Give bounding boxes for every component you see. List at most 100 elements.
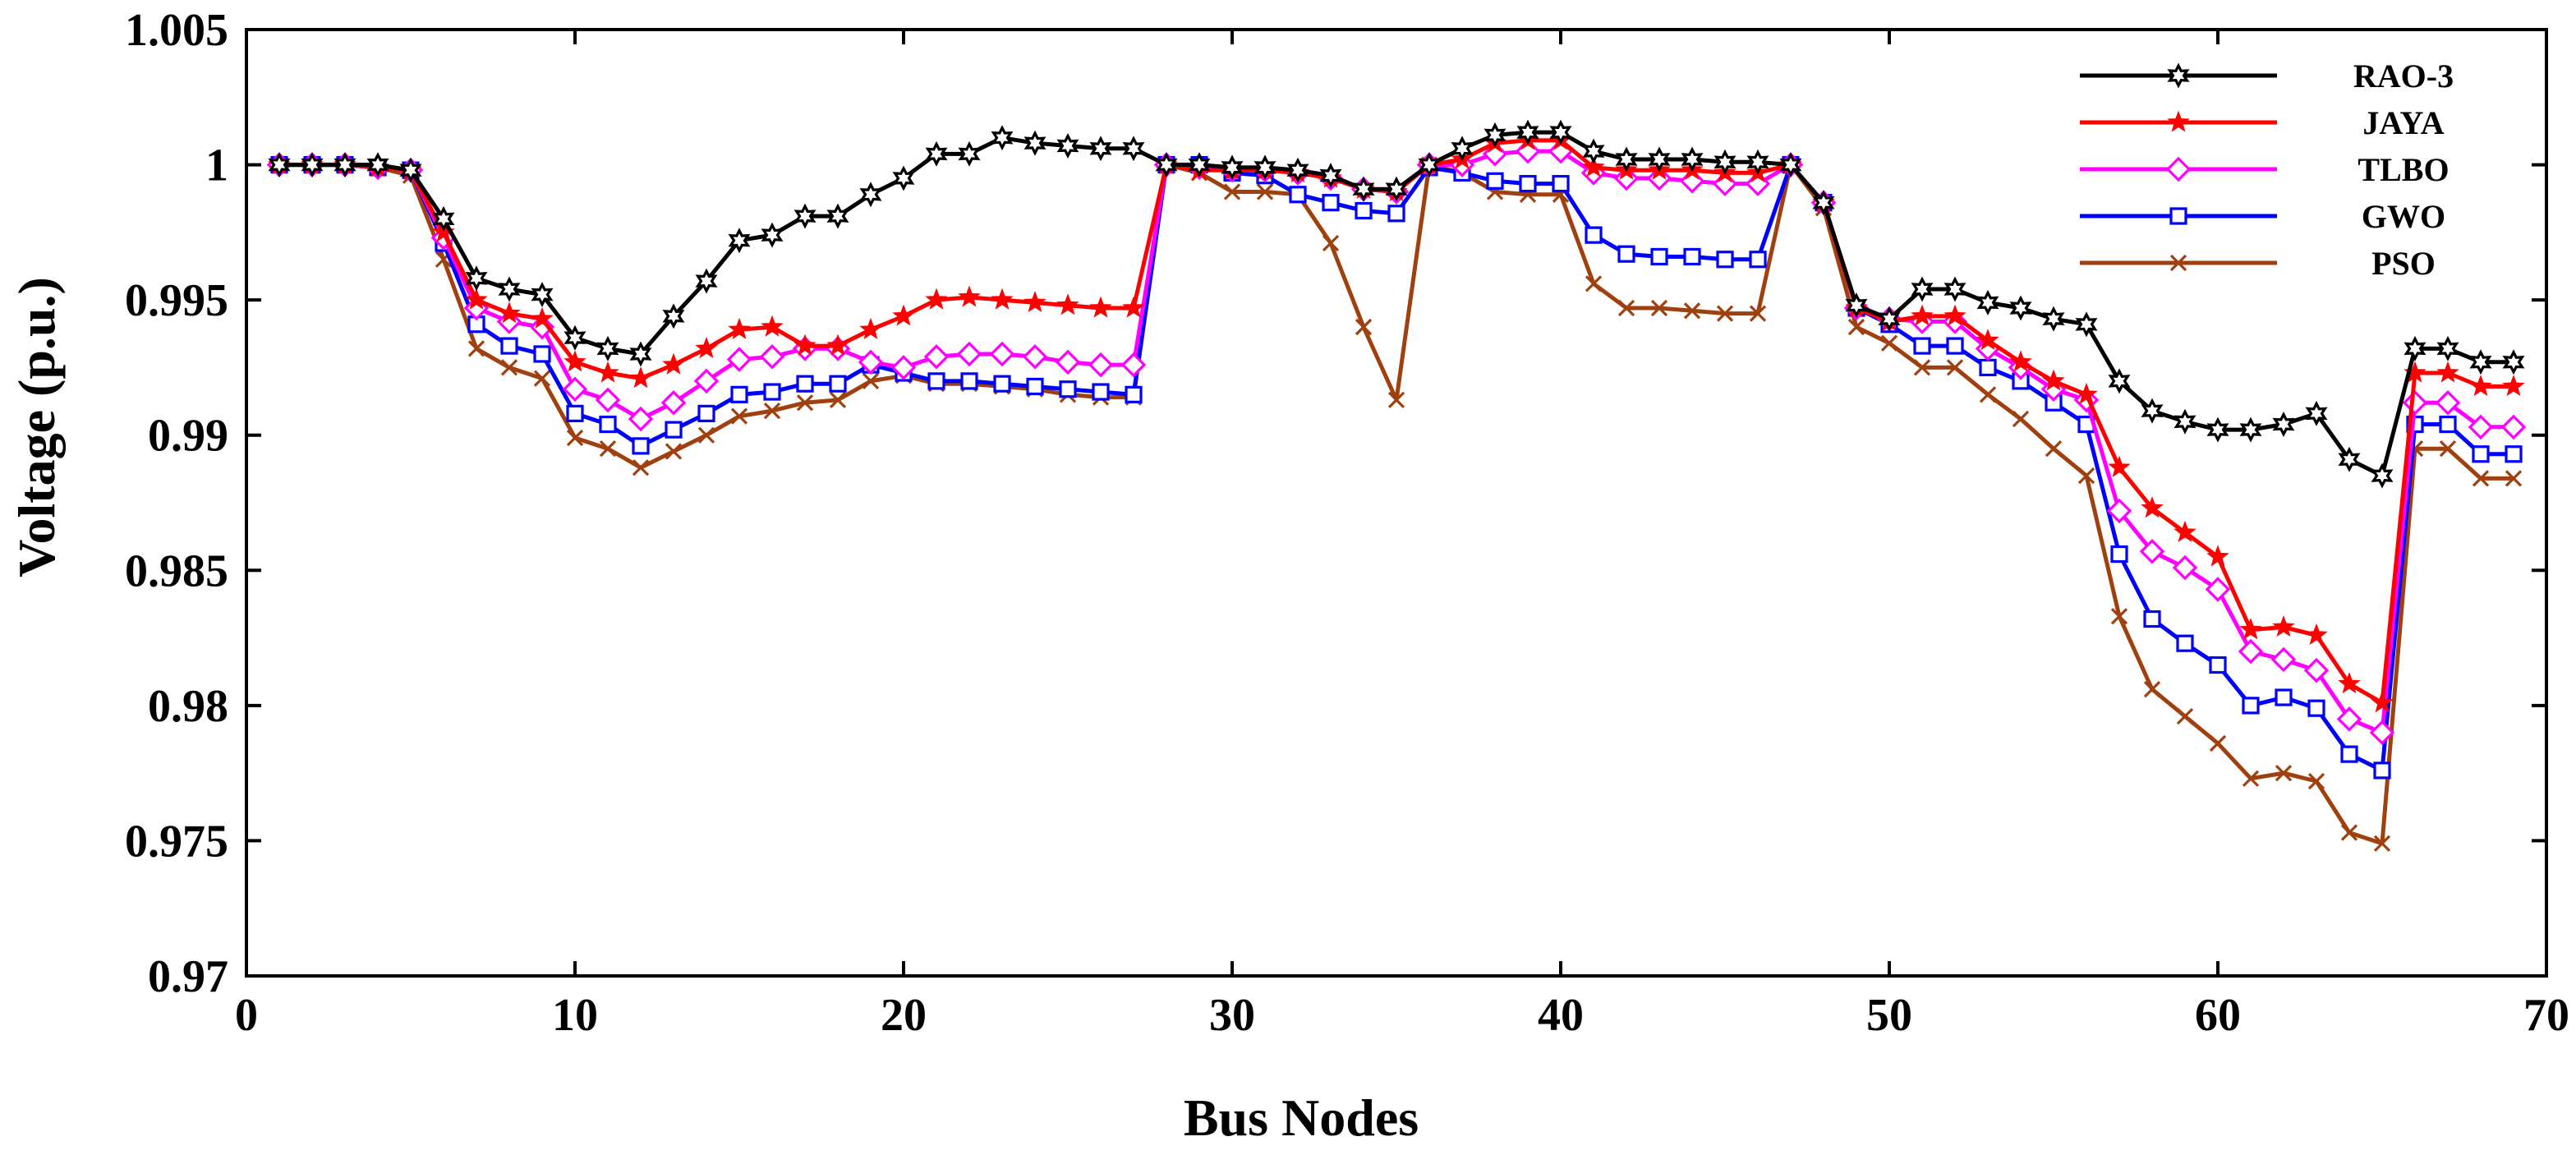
data-point bbox=[2439, 440, 2457, 458]
data-point bbox=[1056, 132, 1079, 159]
data-point bbox=[2305, 400, 2328, 426]
data-point bbox=[761, 222, 784, 248]
x-axis-ticks: 0 10 20 30 40 50 60 70 bbox=[235, 30, 2569, 1041]
data-point bbox=[2239, 618, 2262, 640]
data-point bbox=[2436, 335, 2459, 361]
legend-item: TLBO bbox=[2080, 151, 2450, 188]
data-point bbox=[1352, 176, 1375, 202]
data-point bbox=[2502, 375, 2525, 397]
data-point bbox=[858, 349, 884, 375]
data-point bbox=[829, 391, 847, 409]
data-point bbox=[2469, 375, 2492, 397]
data-point bbox=[2404, 335, 2426, 361]
x-tick-label: 40 bbox=[1538, 990, 1584, 1041]
legend-label: JAYA bbox=[2362, 104, 2444, 141]
data-point bbox=[529, 314, 555, 340]
data-point bbox=[2436, 361, 2459, 383]
data-point bbox=[958, 285, 981, 307]
data-point bbox=[2270, 647, 2297, 673]
data-point bbox=[1256, 183, 1274, 200]
data-point bbox=[2435, 389, 2461, 416]
legend-item: PSO bbox=[2080, 245, 2436, 282]
data-point bbox=[531, 282, 554, 308]
data-point bbox=[1092, 383, 1110, 401]
data-point bbox=[730, 407, 748, 425]
data-point bbox=[1979, 386, 1997, 403]
data-point bbox=[1946, 359, 1964, 376]
data-point bbox=[892, 165, 915, 191]
data-point bbox=[960, 372, 978, 390]
series-layer bbox=[266, 119, 2527, 852]
data-point bbox=[1944, 276, 1966, 302]
data-point bbox=[2369, 720, 2395, 746]
data-point bbox=[2108, 455, 2131, 477]
data-point bbox=[991, 125, 1014, 151]
data-point bbox=[730, 385, 748, 403]
data-point bbox=[2172, 554, 2198, 581]
data-point bbox=[531, 306, 554, 329]
data-point bbox=[599, 415, 617, 434]
data-point bbox=[660, 389, 687, 416]
legend-item: JAYA bbox=[2080, 104, 2445, 141]
legend-label: TLBO bbox=[2358, 151, 2449, 188]
data-point bbox=[697, 404, 715, 422]
legend: RAO-3 JAYA TLBO GWO PSO bbox=[2080, 58, 2454, 282]
x-tick-label: 0 bbox=[235, 990, 258, 1041]
data-point bbox=[399, 157, 422, 183]
data-point bbox=[1451, 136, 1474, 162]
data-point bbox=[2242, 770, 2260, 787]
data-point bbox=[763, 383, 781, 401]
data-point bbox=[1946, 337, 1964, 355]
data-point bbox=[1911, 276, 1934, 302]
x-tick-label: 70 bbox=[2523, 990, 2569, 1041]
data-point bbox=[958, 140, 981, 167]
data-point bbox=[1585, 226, 1603, 244]
data-point bbox=[697, 426, 715, 444]
data-point bbox=[1026, 377, 1044, 396]
plot-area bbox=[245, 28, 2548, 978]
legend-item: GWO bbox=[2080, 198, 2445, 235]
data-point bbox=[1122, 136, 1145, 162]
data-point bbox=[2206, 545, 2229, 567]
data-point bbox=[2275, 688, 2293, 706]
data-point bbox=[1059, 380, 1077, 398]
data-point bbox=[1122, 296, 1145, 318]
data-point bbox=[1746, 149, 1769, 175]
data-point bbox=[1913, 337, 1931, 355]
data-point bbox=[632, 437, 650, 455]
data-point bbox=[2502, 349, 2525, 375]
data-point bbox=[796, 375, 814, 393]
data-point bbox=[562, 376, 588, 403]
data-point bbox=[1223, 183, 1241, 200]
data-point bbox=[1716, 305, 1734, 322]
data-point bbox=[2500, 414, 2527, 440]
data-point bbox=[1516, 119, 1539, 145]
legend-label: PSO bbox=[2371, 245, 2436, 282]
data-point bbox=[1617, 245, 1635, 263]
data-point bbox=[2141, 398, 2164, 424]
data-point bbox=[1779, 152, 1802, 178]
data-point bbox=[1812, 190, 1835, 216]
data-point bbox=[2468, 414, 2494, 440]
data-point bbox=[1582, 138, 1605, 164]
data-point bbox=[726, 347, 752, 372]
data-point bbox=[533, 345, 551, 363]
data-point bbox=[728, 228, 751, 254]
x-axis-title: Bus Nodes bbox=[1184, 1088, 1419, 1147]
data-point bbox=[2141, 496, 2164, 518]
data-point bbox=[2505, 470, 2523, 487]
data-point bbox=[500, 359, 518, 376]
legend-label: RAO-3 bbox=[2353, 58, 2454, 94]
x-tick-label: 20 bbox=[881, 990, 927, 1041]
data-point bbox=[2371, 462, 2394, 489]
data-point bbox=[566, 404, 584, 422]
data-point bbox=[2505, 445, 2523, 463]
data-point bbox=[2075, 311, 2098, 338]
data-point bbox=[2303, 657, 2330, 683]
data-point bbox=[1385, 176, 1408, 202]
data-point bbox=[927, 372, 945, 390]
y-tick-label: 1 bbox=[205, 140, 228, 191]
data-point bbox=[1749, 305, 1767, 322]
data-point bbox=[1582, 155, 1605, 177]
data-point bbox=[2042, 306, 2065, 332]
